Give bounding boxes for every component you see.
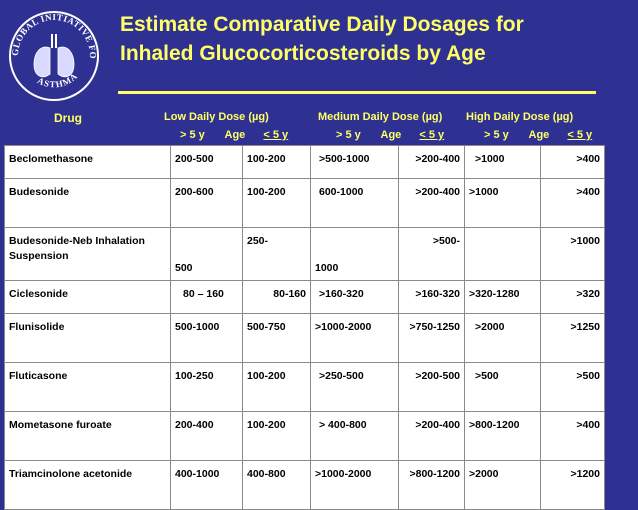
cell-high-gt5: >1000	[464, 178, 541, 228]
gina-logo: GLOBAL INITIATIVE FOR ASTHMA	[1, 0, 104, 106]
cell-med-gt5: 600-1000	[310, 178, 399, 228]
table-row: Budesonide-Neb Inhalation Suspension 500…	[4, 227, 605, 281]
cell-drug: Flunisolide	[4, 313, 171, 363]
subheader-med-le5: < 5 y	[419, 129, 445, 141]
title-underline	[118, 91, 596, 94]
cell-low-le5: 100-200	[242, 411, 311, 461]
subheader-high-gt5: > 5 y	[484, 129, 509, 141]
cell-low-gt5: 500-1000	[170, 313, 243, 363]
cell-high-le5: >1000	[540, 227, 605, 281]
cell-med-gt5: >250-500	[310, 362, 399, 412]
cell-low-gt5: 400-1000	[170, 460, 243, 510]
table-row: Beclomethasone 200-500 100-200 >500-1000…	[4, 145, 605, 179]
header-low-dose: Low Daily Dose (µg)	[164, 111, 269, 123]
header-drug: Drug	[54, 111, 82, 125]
cell-drug: Fluticasone	[4, 362, 171, 412]
subheader-med-gt5: > 5 y	[336, 129, 361, 141]
cell-med-gt5: > 400-800	[310, 411, 399, 461]
cell-med-le5: >200-400	[398, 178, 465, 228]
cell-low-le5: 500-750	[242, 313, 311, 363]
cell-med-gt5: >500-1000	[310, 145, 399, 179]
cell-drug: Ciclesonide	[4, 280, 171, 314]
subheader-med-age: Age	[380, 129, 402, 141]
cell-high-le5: >320	[540, 280, 605, 314]
cell-high-gt5: >320-1280	[464, 280, 541, 314]
cell-med-gt5: >160-320	[310, 280, 399, 314]
table-row: Mometasone furoate 200-400 100-200 > 400…	[4, 411, 605, 461]
cell-high-gt5: >1000	[464, 145, 541, 179]
cell-high-le5: >1200	[540, 460, 605, 510]
cell-high-gt5: >500	[464, 362, 541, 412]
cell-high-le5: >400	[540, 411, 605, 461]
cell-high-gt5: >800-1200	[464, 411, 541, 461]
cell-low-le5: 100-200	[242, 145, 311, 179]
cell-drug: Mometasone furoate	[4, 411, 171, 461]
table-row: Triamcinolone acetonide 400-1000 400-800…	[4, 460, 605, 510]
cell-low-le5: 250-	[242, 227, 311, 281]
cell-med-le5: >160-320	[398, 280, 465, 314]
subheader-medium: > 5 y Age < 5 y	[336, 129, 444, 141]
cell-med-gt5: 1000	[310, 227, 399, 281]
cell-high-le5: >500	[540, 362, 605, 412]
cell-med-le5: >750-1250	[398, 313, 465, 363]
table-row: Budesonide 200-600 100-200 600-1000 >200…	[4, 178, 605, 228]
title-line-1: Estimate Comparative Daily Dosages for	[120, 13, 524, 36]
page-title: Estimate Comparative Daily Dosages for I…	[120, 10, 630, 68]
cell-low-le5: 80-160	[242, 280, 311, 314]
cell-low-gt5: 200-600	[170, 178, 243, 228]
subheader-low-age: Age	[224, 129, 246, 141]
title-line-2: Inhaled Glucocorticosteroids by Age	[120, 42, 486, 65]
cell-drug: Budesonide	[4, 178, 171, 228]
subheader-high-le5: < 5 y	[567, 129, 593, 141]
cell-high-le5: >1250	[540, 313, 605, 363]
cell-low-le5: 400-800	[242, 460, 311, 510]
header-high-dose: High Daily Dose (µg)	[466, 111, 574, 123]
table-row: Flunisolide 500-1000 500-750 >1000-2000 …	[4, 313, 605, 363]
subheader-high-age: Age	[528, 129, 550, 141]
cell-med-gt5: >1000-2000	[310, 313, 399, 363]
cell-high-le5: >400	[540, 178, 605, 228]
dosage-table: Beclomethasone 200-500 100-200 >500-1000…	[4, 145, 605, 510]
cell-low-le5: 100-200	[242, 178, 311, 228]
subheader-low-le5: < 5 y	[263, 129, 289, 141]
cell-high-le5: >400	[540, 145, 605, 179]
subheader-low-gt5: > 5 y	[180, 129, 205, 141]
cell-low-le5: 100-200	[242, 362, 311, 412]
cell-high-gt5	[464, 227, 541, 281]
cell-drug: Budesonide-Neb Inhalation Suspension	[4, 227, 171, 281]
lungs-icon	[33, 34, 75, 78]
cell-high-gt5: >2000	[464, 460, 541, 510]
cell-med-le5: >200-500	[398, 362, 465, 412]
cell-low-gt5: 200-500	[170, 145, 243, 179]
cell-med-le5: >200-400	[398, 145, 465, 179]
subheader-low: > 5 y Age < 5 y	[180, 129, 288, 141]
cell-med-le5: >200-400	[398, 411, 465, 461]
table-row: Ciclesonide 80 – 160 80-160 >160-320 >16…	[4, 280, 605, 314]
subheader-high: > 5 y Age < 5 y	[484, 129, 592, 141]
cell-med-le5: >500-	[398, 227, 465, 281]
header-medium-dose: Medium Daily Dose (µg)	[318, 111, 443, 123]
cell-drug: Triamcinolone acetonide	[4, 460, 171, 510]
cell-low-gt5: 200-400	[170, 411, 243, 461]
cell-low-gt5: 100-250	[170, 362, 243, 412]
cell-low-gt5: 500	[170, 227, 243, 281]
table-row: Fluticasone 100-250 100-200 >250-500 >20…	[4, 362, 605, 412]
cell-high-gt5: >2000	[464, 313, 541, 363]
cell-med-le5: >800-1200	[398, 460, 465, 510]
cell-low-gt5: 80 – 160	[170, 280, 243, 314]
cell-med-gt5: >1000-2000	[310, 460, 399, 510]
cell-drug: Beclomethasone	[4, 145, 171, 179]
